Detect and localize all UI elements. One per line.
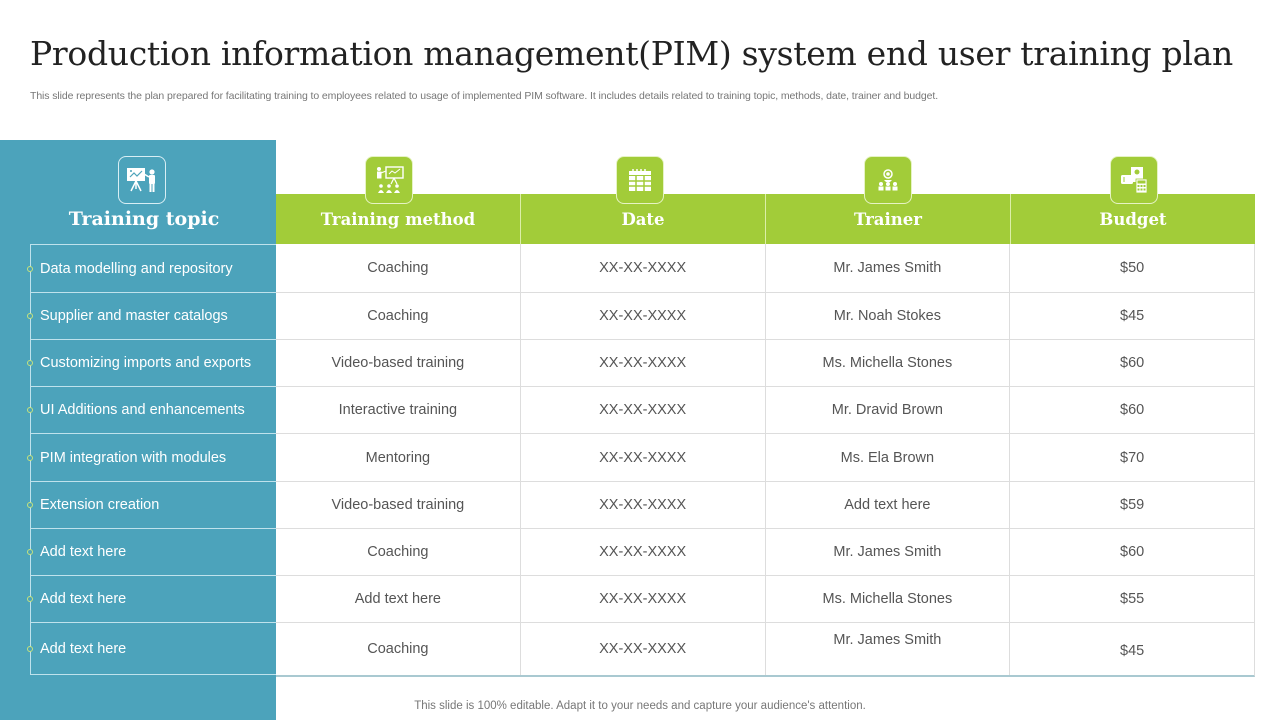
topic-label: Extension creation: [40, 497, 160, 513]
topic-row: UI Additions and enhancements: [27, 386, 276, 433]
cell-method: Coaching: [367, 260, 429, 276]
cell-date: XX-XX-XXXX: [519, 482, 765, 528]
calendar-icon: [627, 167, 653, 193]
bullet-dot-icon: [27, 645, 33, 652]
cell-date: XX-XX-XXXX: [519, 434, 765, 481]
topic-row: Extension creation: [27, 481, 276, 528]
cell-budget: $60: [1009, 387, 1254, 433]
date-icon-box: [616, 156, 664, 204]
cell-budget: $60: [1009, 340, 1254, 386]
bullet-dot-icon: [27, 407, 33, 413]
bullet-dot-icon: [27, 596, 33, 602]
topic-row: Data modelling and repository: [27, 244, 276, 292]
table-header: Training method Date Trainer Budget: [276, 194, 1255, 244]
method-icon-box: [365, 156, 413, 204]
cell-budget: $70: [1009, 434, 1254, 481]
cell-trainer: Ms. Michella Stones: [764, 576, 1010, 622]
column-header-date: Date: [520, 194, 765, 244]
cell-trainer: Add text here: [764, 482, 1010, 528]
cell-trainer: Mr. James Smith: [764, 244, 1010, 292]
topic-label: Add text here: [40, 591, 127, 607]
cell-budget: $60: [1009, 529, 1254, 575]
table-row: Interactive training XX-XX-XXXX Mr. Drav…: [276, 386, 1254, 433]
topic-side-panel: [0, 140, 276, 720]
cell-budget: $59: [1009, 482, 1254, 528]
topic-list: Data modelling and repository Supplier a…: [27, 244, 276, 675]
cell-date: XX-XX-XXXX: [519, 293, 765, 339]
topic-label: Add text here: [40, 544, 127, 560]
topic-label: PIM integration with modules: [40, 449, 227, 466]
budget-icon-box: [1110, 156, 1158, 204]
cell-budget: $45: [1009, 293, 1254, 339]
cell-method: Mentoring: [365, 449, 431, 466]
bullet-dot-icon: [27, 313, 33, 319]
cell-method: Coaching: [367, 308, 429, 324]
cell-date: XX-XX-XXXX: [519, 387, 765, 433]
bullet-dot-icon: [27, 360, 33, 366]
cell-budget: $45: [1009, 623, 1254, 675]
cell-date: XX-XX-XXXX: [519, 529, 765, 575]
cell-trainer: Mr. James Smith: [764, 529, 1010, 575]
bullet-dot-icon: [27, 502, 33, 508]
column-header-budget: Budget: [1010, 194, 1255, 244]
topic-label: Add text here: [40, 640, 127, 657]
topic-row: Add text here: [27, 622, 276, 675]
topic-row: Supplier and master catalogs: [27, 292, 276, 339]
footer-note: This slide is 100% editable. Adapt it to…: [414, 700, 866, 712]
cell-date: XX-XX-XXXX: [519, 340, 765, 386]
presentation-board-icon: [125, 165, 159, 195]
cell-method: Coaching: [367, 544, 429, 560]
cell-method: Video-based training: [331, 497, 465, 513]
table-row: Mentoring XX-XX-XXXX Ms. Ela Brown $70: [276, 433, 1254, 481]
cell-date: XX-XX-XXXX: [519, 244, 765, 292]
cell-method: Coaching: [367, 641, 429, 657]
table-row: Coaching XX-XX-XXXX Mr. James Smith $60: [276, 528, 1254, 575]
cell-method: Video-based training: [331, 355, 465, 371]
topic-label: Data modelling and repository: [40, 260, 233, 277]
topic-row: PIM integration with modules: [27, 433, 276, 481]
cell-trainer: Mr. James Smith: [764, 623, 1010, 675]
cell-trainer: Mr. Noah Stokes: [764, 293, 1010, 339]
table-row: Coaching XX-XX-XXXX Mr. Noah Stokes $45: [276, 292, 1254, 339]
topic-label: Supplier and master catalogs: [40, 308, 228, 324]
bullet-dot-icon: [27, 454, 33, 461]
cell-method: Interactive training: [338, 402, 458, 418]
table-row: Coaching XX-XX-XXXX Mr. James Smith $50: [276, 244, 1254, 292]
cell-trainer: Ms. Michella Stones: [764, 340, 1010, 386]
cell-budget: $50: [1009, 244, 1254, 292]
cell-date: XX-XX-XXXX: [519, 623, 765, 675]
bullet-dot-icon: [27, 265, 33, 272]
column-header-trainer: Trainer: [765, 194, 1010, 244]
training-plan-table: Coaching XX-XX-XXXX Mr. James Smith $50 …: [276, 244, 1255, 677]
classroom-training-icon: [373, 165, 405, 195]
topic-row: Customizing imports and exports: [27, 339, 276, 386]
cell-budget: $55: [1009, 576, 1254, 622]
table-row: Add text here XX-XX-XXXX Ms. Michella St…: [276, 575, 1254, 622]
topic-column-header: Training topic: [68, 208, 220, 230]
topic-label: UI Additions and enhancements: [40, 402, 245, 418]
table-row: Video-based training XX-XX-XXXX Ms. Mich…: [276, 339, 1254, 386]
bullet-dot-icon: [27, 549, 33, 555]
trainer-icon-box: [864, 156, 912, 204]
cell-date: XX-XX-XXXX: [519, 576, 765, 622]
table-row: Coaching XX-XX-XXXX Mr. James Smith $45: [276, 622, 1254, 675]
budget-calculator-icon: [1119, 165, 1149, 195]
topic-label: Customizing imports and exports: [40, 355, 252, 371]
table-row: Video-based training XX-XX-XXXX Add text…: [276, 481, 1254, 528]
topic-row: Add text here: [27, 575, 276, 622]
page-subtitle: This slide represents the plan prepared …: [30, 90, 939, 102]
column-header-training-method: Training method: [320, 209, 476, 229]
trainer-group-icon: [875, 168, 901, 192]
cell-trainer: Mr. Dravid Brown: [764, 387, 1010, 433]
topic-icon-box: [118, 156, 166, 204]
cell-method: Add text here: [354, 591, 441, 607]
cell-trainer: Ms. Ela Brown: [764, 434, 1010, 481]
topic-row: Add text here: [27, 528, 276, 575]
page-title: Production information management(PIM) s…: [30, 34, 1233, 73]
